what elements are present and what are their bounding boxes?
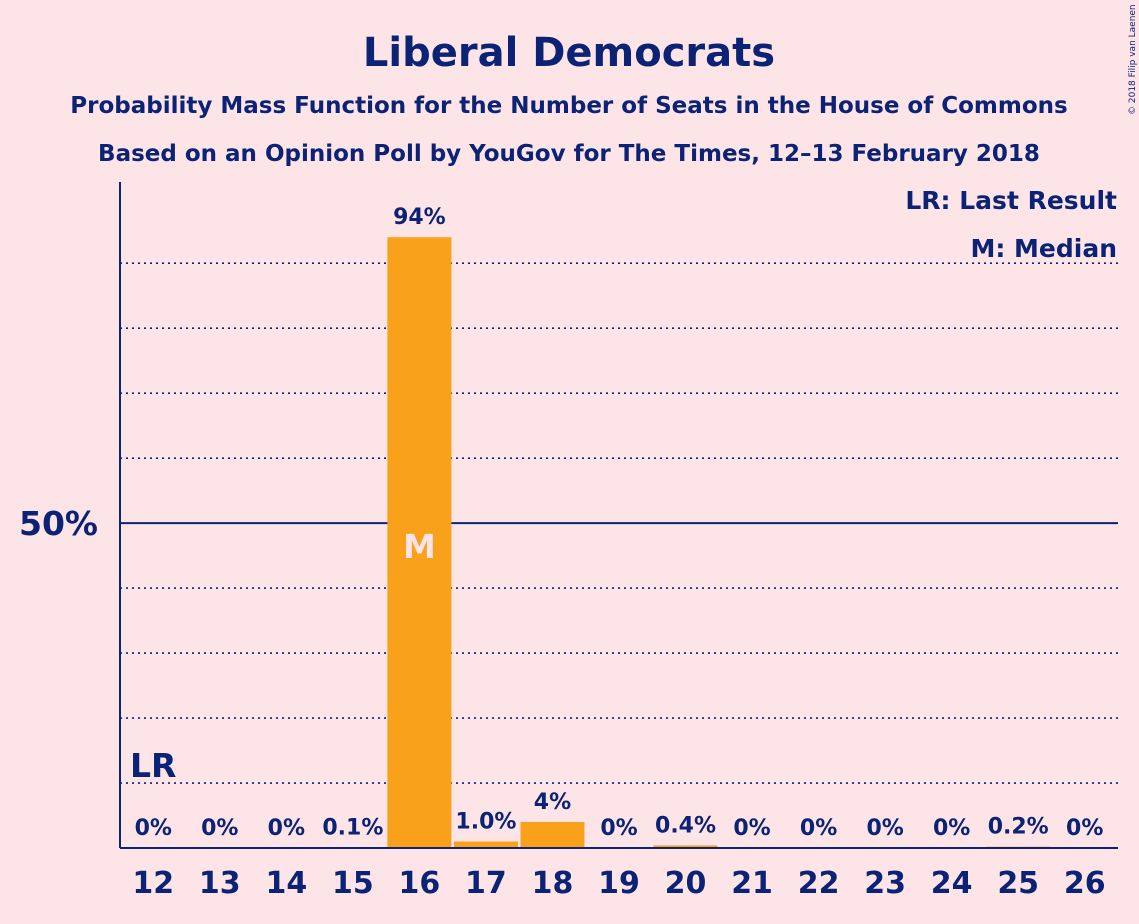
data-label-17: 1.0% bbox=[455, 810, 516, 835]
data-label-13: 0% bbox=[201, 816, 238, 841]
copyright-note: © 2018 Filip van Laenen bbox=[1128, 4, 1138, 115]
x-tick-label-23: 23 bbox=[864, 866, 906, 901]
x-tick-label-14: 14 bbox=[265, 866, 307, 901]
y-tick-label-50: 50% bbox=[19, 504, 98, 543]
legend-last-result: LR: Last Result bbox=[905, 186, 1117, 215]
x-tick-label-22: 22 bbox=[798, 866, 840, 901]
x-tick-label-26: 26 bbox=[1064, 866, 1106, 901]
last-result-marker: LR bbox=[130, 746, 176, 785]
bars bbox=[320, 237, 1051, 849]
x-tick-label-16: 16 bbox=[399, 866, 441, 901]
bar-18 bbox=[520, 822, 585, 848]
x-tick-label-24: 24 bbox=[931, 866, 973, 901]
data-label-21: 0% bbox=[733, 816, 770, 841]
median-marker: M bbox=[403, 527, 436, 566]
data-label-18: 4% bbox=[534, 790, 571, 815]
data-label-25: 0.2% bbox=[988, 815, 1049, 840]
data-label-24: 0% bbox=[933, 816, 970, 841]
data-label-16: 94% bbox=[393, 205, 446, 230]
bar-17 bbox=[453, 841, 518, 848]
data-labels: 0% 0% 0% 0.1% 94% 1.0% 4% 0% 0.4% 0% 0% 0% 0% 0.2% 0% M… bbox=[130, 205, 1103, 841]
data-label-14: 0% bbox=[268, 816, 305, 841]
x-tick-label-12: 12 bbox=[132, 866, 174, 901]
gridlines bbox=[120, 262, 1118, 784]
x-tick-label-19: 19 bbox=[598, 866, 640, 901]
bar-20 bbox=[653, 845, 718, 848]
x-tick-label-21: 21 bbox=[731, 866, 773, 901]
data-label-20: 0.4% bbox=[655, 813, 716, 838]
chart-subtitle-2: Based on an Opinion Poll by YouGov for T… bbox=[98, 141, 1040, 167]
data-label-12: 0% bbox=[135, 816, 172, 841]
data-label-15: 0.1% bbox=[322, 815, 383, 840]
bar-16 bbox=[387, 237, 452, 849]
x-tick-label-13: 13 bbox=[199, 866, 241, 901]
chart-subtitle-1: Probability Mass Function for the Number… bbox=[70, 93, 1067, 119]
x-tick-label-18: 18 bbox=[532, 866, 574, 901]
data-label-22: 0% bbox=[800, 816, 837, 841]
x-tick-label-20: 20 bbox=[665, 866, 707, 901]
chart-title: Liberal Democrats bbox=[363, 30, 775, 76]
x-tick-label-17: 17 bbox=[465, 866, 507, 901]
data-label-19: 0% bbox=[600, 816, 637, 841]
data-label-23: 0% bbox=[866, 816, 903, 841]
x-tick-labels: 12 13 14 15 16 17 18 19 20 21 22 23 24 25 26 bbox=[132, 866, 1105, 901]
x-tick-label-15: 15 bbox=[332, 866, 374, 901]
legend-median: M: Median bbox=[970, 234, 1117, 263]
x-tick-label-25: 25 bbox=[997, 866, 1039, 901]
data-label-26: 0% bbox=[1066, 816, 1103, 841]
